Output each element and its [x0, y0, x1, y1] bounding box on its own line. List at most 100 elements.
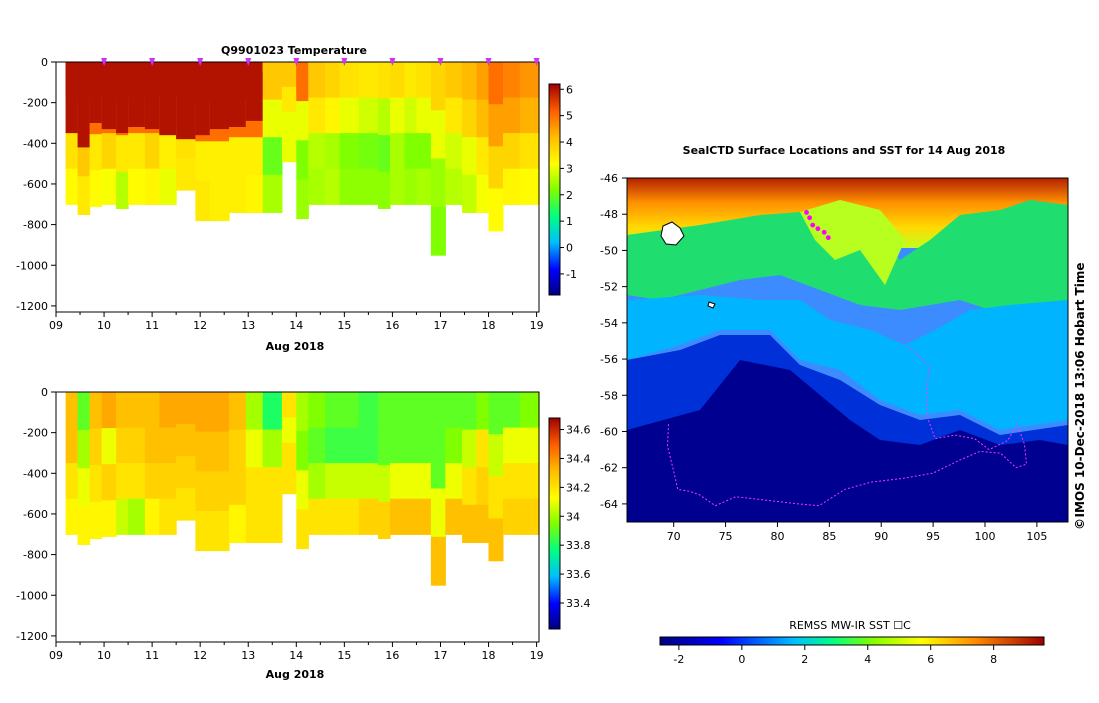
- profile-cell: [195, 141, 211, 182]
- profile-cell: [229, 174, 247, 213]
- profile-cell: [159, 168, 177, 205]
- warm-layer-cell: [308, 62, 326, 75]
- profile-cell: [462, 429, 478, 468]
- profile-cell: [176, 424, 196, 457]
- profile-cell: [229, 429, 247, 468]
- x-tick-label: 14: [289, 319, 303, 332]
- profile-cell: [462, 174, 478, 213]
- y-tick-label: -800: [23, 219, 48, 232]
- sst-map-x-axis: 70 75 80 85 90 95 100 105: [667, 522, 1047, 543]
- sst-zone-polar: [627, 360, 1068, 522]
- profile-cell: [476, 429, 490, 468]
- profile-cell: [176, 456, 196, 489]
- y-tick-label: -56: [600, 353, 618, 366]
- profile-cell: [101, 464, 117, 501]
- profile-cell: [378, 392, 391, 430]
- warm-layer-cell: [159, 62, 177, 136]
- profile-cell: [101, 168, 117, 205]
- y-tick-label: -64: [600, 498, 618, 511]
- sst-colorbar-label: REMSS MW-IR SST ☐C: [789, 619, 911, 632]
- x-tick-label: 19: [530, 319, 544, 332]
- warm-layer-cell: [519, 62, 540, 73]
- y-tick-label: -60: [600, 425, 618, 438]
- y-tick-label: 0: [41, 386, 48, 399]
- surface-marker: [245, 58, 252, 66]
- profile-cell: [144, 392, 160, 429]
- x-tick-label: 75: [719, 530, 733, 543]
- surface-marker: [197, 58, 204, 66]
- profile-cell: [262, 137, 283, 176]
- warm-layer-cell: [101, 62, 117, 130]
- sst-zone-subantarctic: [627, 295, 1068, 430]
- profile-cell: [390, 498, 405, 535]
- profile-cell: [89, 134, 103, 171]
- profile-cell: [462, 62, 478, 101]
- profile-cell: [358, 427, 379, 464]
- surface-marker: [389, 58, 396, 66]
- colorbar-tick-label: 6: [566, 83, 573, 96]
- sst-zone-front: [627, 200, 1068, 320]
- profile-cell: [65, 392, 79, 429]
- profile-cell: [325, 463, 341, 500]
- kerguelen-island-shape: [660, 221, 685, 246]
- warm-layer-cell: [116, 62, 129, 134]
- x-tick-label: 85: [822, 530, 836, 543]
- warm-layer-cell: [416, 62, 432, 67]
- profile-cell: [281, 136, 297, 163]
- profile-cell: [77, 430, 91, 469]
- warm-layer-cell: [77, 62, 91, 148]
- profile-cell: [445, 392, 463, 429]
- seal-location: [821, 229, 827, 235]
- profile-cell: [296, 140, 309, 180]
- profile-cell: [325, 97, 341, 134]
- seal-location: [807, 215, 812, 221]
- warm-layer-cell: [209, 62, 230, 130]
- profile-cell: [281, 111, 297, 138]
- profile-cell: [430, 392, 446, 441]
- x-tick-label: 09: [49, 319, 63, 332]
- sst-map-panel: SealCTD Surface Locations and SST for 14…: [600, 144, 1087, 666]
- y-tick-label: -200: [23, 97, 48, 110]
- profile-cell: [325, 498, 341, 535]
- x-tick-label: 17: [433, 319, 447, 332]
- profile-cell: [430, 158, 446, 208]
- profile-cell: [159, 392, 177, 429]
- x-tick-label: 09: [49, 649, 63, 662]
- x-tick-label: 19: [530, 649, 544, 662]
- temperature-x-axis: 09 10 11 12 13 14 15 16 17 18 19: [49, 312, 544, 332]
- profile-cell: [390, 62, 405, 99]
- profile-cell: [404, 498, 417, 535]
- profile-cell: [430, 62, 446, 111]
- warm-layer-cell: [128, 62, 146, 127]
- profile-cell: [77, 138, 91, 177]
- profile-cell: [101, 133, 117, 170]
- temperature-section-panel: Q9901023 Temperature 09 10 11 12 13 14 15 16 17 1…: [16, 44, 577, 353]
- profile-cell: [195, 510, 211, 552]
- temperature-profiles: [65, 62, 540, 256]
- profile-cell: [462, 99, 478, 138]
- x-tick-label: 15: [337, 649, 351, 662]
- profile-cell: [358, 133, 379, 170]
- profile-cell: [195, 471, 211, 512]
- profile-cell: [488, 146, 504, 190]
- surface-markers: [101, 58, 540, 66]
- profile-cell: [519, 498, 540, 535]
- profile-cell: [416, 62, 432, 99]
- y-tick-label: -50: [600, 244, 618, 257]
- profile-cell: [404, 168, 417, 205]
- y-tick-label: -58: [600, 389, 618, 402]
- profile-cell: [503, 133, 521, 170]
- profile-cell: [416, 168, 432, 205]
- profile-cell: [65, 427, 79, 464]
- temperature-colorbar-ticks: 6 5 4 3 2 1 0 -1: [560, 83, 577, 281]
- salinity-x-axis: 09 10 11 12 13 14 15 16 17 18 19: [49, 642, 544, 662]
- x-tick-label: 105: [1026, 530, 1047, 543]
- profile-cell: [378, 135, 391, 173]
- profile-cell: [488, 392, 504, 435]
- surface-marker: [293, 58, 300, 66]
- profile-cell: [128, 427, 146, 464]
- profile-cell: [390, 97, 405, 134]
- seal-location: [825, 235, 831, 241]
- profile-cell: [229, 467, 247, 506]
- profile-cell: [195, 180, 211, 222]
